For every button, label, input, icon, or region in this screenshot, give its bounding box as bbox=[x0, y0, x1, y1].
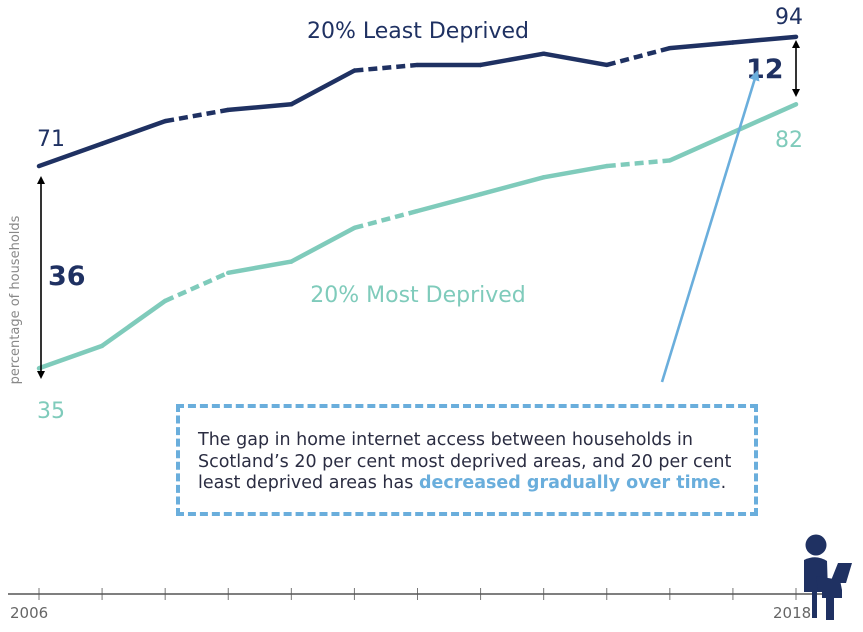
series-0-segment-3 bbox=[226, 102, 294, 113]
data-label-end-least: 94 bbox=[775, 5, 803, 30]
data-label-start-most: 35 bbox=[37, 399, 65, 424]
series-0-segment-2 bbox=[164, 107, 229, 124]
series-1-segment-10 bbox=[667, 130, 736, 163]
series-0-segment-7 bbox=[478, 51, 546, 68]
series-lines bbox=[36, 34, 799, 371]
series-0-segment-4 bbox=[289, 68, 357, 107]
series-label-least-deprived: 20% Least Deprived bbox=[307, 19, 529, 44]
series-1-segment-2 bbox=[164, 270, 230, 303]
series-1-segment-8 bbox=[541, 163, 609, 180]
series-1-segment-6 bbox=[415, 191, 483, 214]
series-1-segment-1 bbox=[99, 298, 168, 349]
data-label-end-most: 82 bbox=[775, 128, 803, 153]
callout-highlight: decreased gradually over time bbox=[418, 473, 721, 493]
series-1-segment-5 bbox=[353, 208, 419, 231]
callout-text: The gap in home internet access between … bbox=[198, 430, 740, 495]
callout-box: The gap in home internet access between … bbox=[176, 404, 758, 516]
y-axis-label: percentage of households bbox=[8, 215, 23, 384]
series-1-segment-4 bbox=[289, 225, 357, 264]
data-label-start-least: 71 bbox=[37, 127, 65, 152]
series-1-segment-11 bbox=[730, 102, 799, 135]
gap-value-start: 36 bbox=[48, 261, 86, 292]
gap-value-end: 12 bbox=[746, 54, 784, 85]
callout-pointer-arrow bbox=[660, 70, 760, 383]
series-0-segment-1 bbox=[99, 118, 168, 146]
series-0-segment-9 bbox=[606, 45, 671, 68]
series-1-segment-9 bbox=[606, 158, 671, 169]
series-0-segment-5 bbox=[354, 62, 418, 73]
callout-text-main: The gap in home internet access between … bbox=[198, 430, 732, 493]
series-1-segment-7 bbox=[478, 175, 546, 197]
series-1-segment-3 bbox=[226, 259, 294, 276]
callout-text-end: . bbox=[720, 473, 727, 493]
series-0-segment-10 bbox=[667, 40, 736, 51]
series-0-segment-8 bbox=[541, 51, 609, 68]
series-0-segment-11 bbox=[730, 34, 799, 45]
x-tick-label-start: 2006 bbox=[10, 604, 48, 622]
series-1-segment-0 bbox=[36, 343, 105, 371]
person-with-laptop-icon bbox=[804, 534, 852, 620]
series-label-most-deprived: 20% Most Deprived bbox=[310, 283, 526, 308]
series-0-segment-0 bbox=[36, 141, 105, 169]
x-tick-label-end: 2018 bbox=[773, 604, 811, 622]
